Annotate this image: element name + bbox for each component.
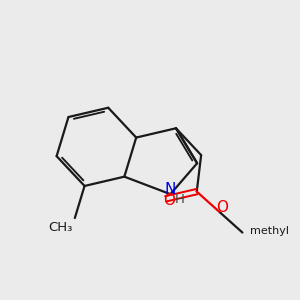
Text: O: O: [163, 193, 175, 208]
Text: CH₃: CH₃: [48, 221, 73, 234]
Text: methyl: methyl: [250, 226, 289, 236]
Text: O: O: [216, 200, 228, 215]
Text: N: N: [165, 182, 176, 197]
Text: H: H: [174, 193, 184, 206]
